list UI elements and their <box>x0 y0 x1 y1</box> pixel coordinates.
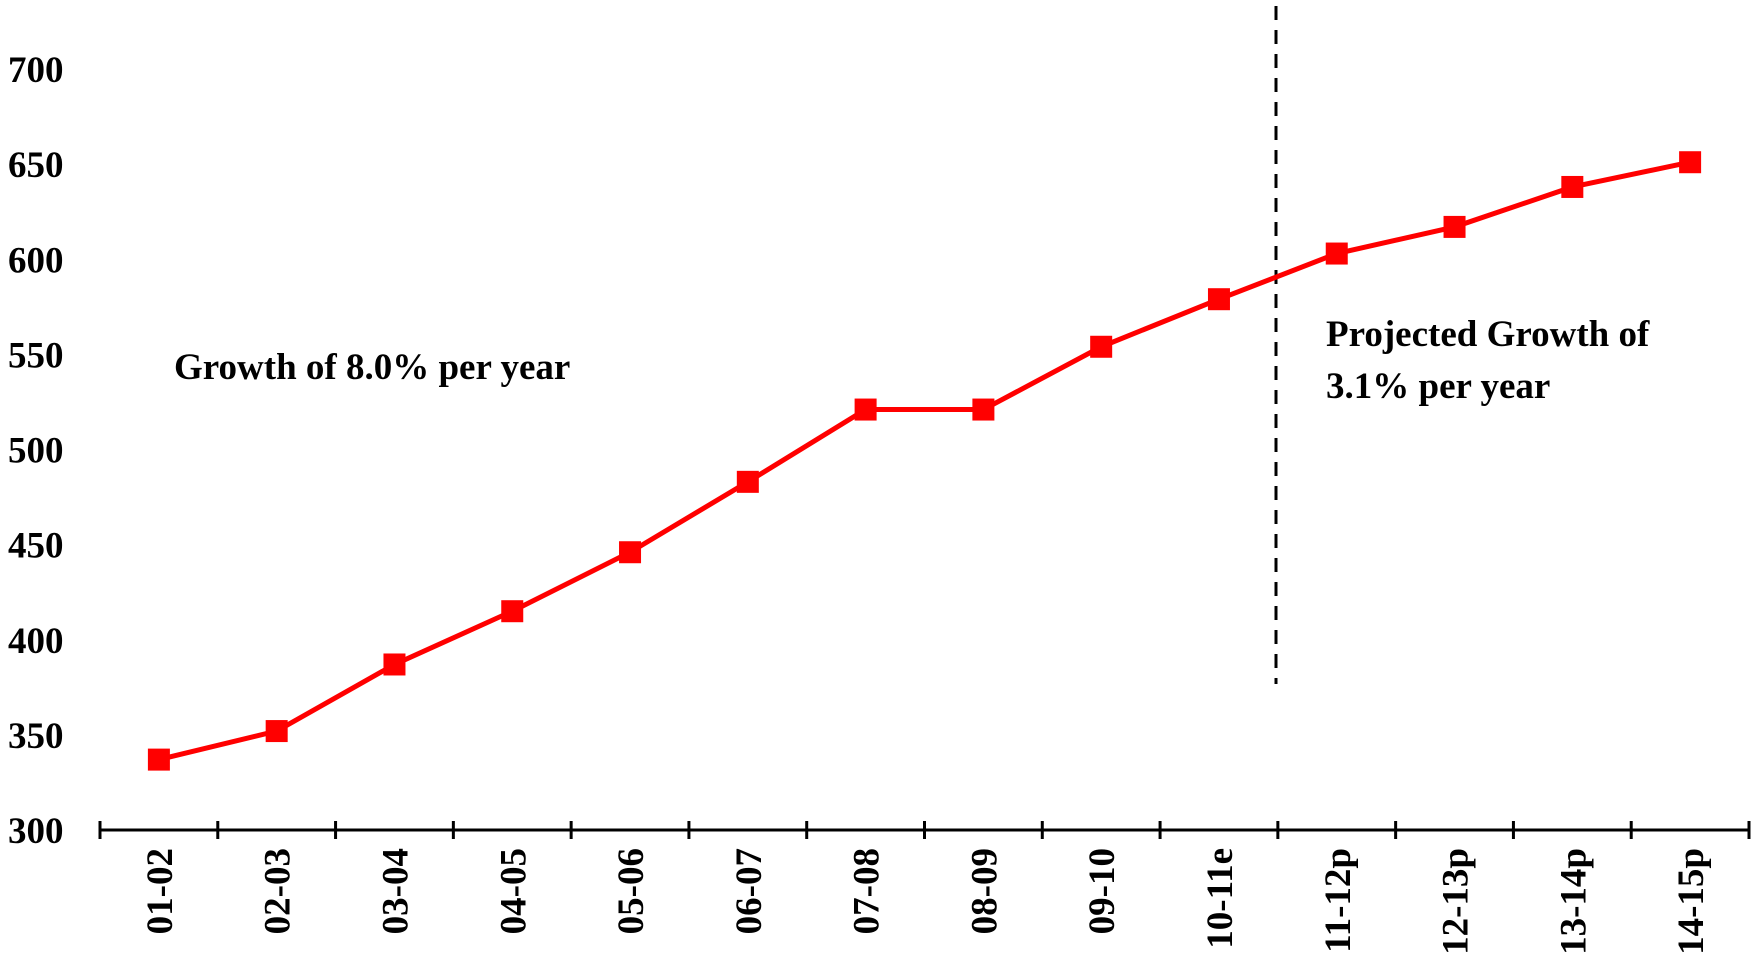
x-tick-label: 10-11e <box>1200 848 1241 949</box>
y-tick-label: 550 <box>8 335 64 376</box>
y-tick-label: 300 <box>8 811 64 852</box>
data-point <box>854 398 877 421</box>
data-point <box>383 653 406 676</box>
data-line <box>158 159 1691 763</box>
x-tick-label: 08-09 <box>964 848 1005 934</box>
data-point <box>1325 242 1348 265</box>
x-tick-label: 04-05 <box>493 848 534 934</box>
x-tick-label: 01-02 <box>140 848 181 934</box>
data-point <box>619 541 642 564</box>
y-tick-label: 700 <box>8 50 64 91</box>
data-point <box>1443 215 1466 238</box>
x-tick-label: 09-10 <box>1082 848 1123 934</box>
y-tick-label: 650 <box>8 145 64 186</box>
x-tick-label: 03-04 <box>375 848 416 934</box>
x-tick-label: 05-06 <box>611 848 652 934</box>
data-point <box>972 398 995 421</box>
data-point <box>1561 175 1584 198</box>
annotation: 3.1% per year <box>1326 366 1550 407</box>
y-tick-label: 350 <box>8 716 64 757</box>
data-point <box>265 720 288 743</box>
data-point <box>1679 151 1702 174</box>
annotation: Growth of 8.0% per year <box>174 347 570 388</box>
data-point <box>1090 335 1113 358</box>
data-point <box>736 470 759 493</box>
x-tick-label: 12-13p <box>1436 848 1477 955</box>
data-point <box>501 600 524 623</box>
x-tick-label: 11-12p <box>1318 848 1359 953</box>
x-tick-label: 02-03 <box>258 848 299 934</box>
y-tick-label: 600 <box>8 240 64 281</box>
x-tick-label: 14-15p <box>1671 848 1712 955</box>
x-tick-label: 13-14p <box>1553 848 1594 955</box>
data-point <box>147 748 170 771</box>
x-tick-label: 06-07 <box>729 848 770 934</box>
y-tick-label: 400 <box>8 621 64 662</box>
y-tick-label: 450 <box>8 526 64 567</box>
y-tick-label: 500 <box>8 431 64 472</box>
annotation: Projected Growth of <box>1326 314 1650 355</box>
x-tick-label: 07-08 <box>847 848 888 934</box>
data-point <box>1207 288 1230 311</box>
